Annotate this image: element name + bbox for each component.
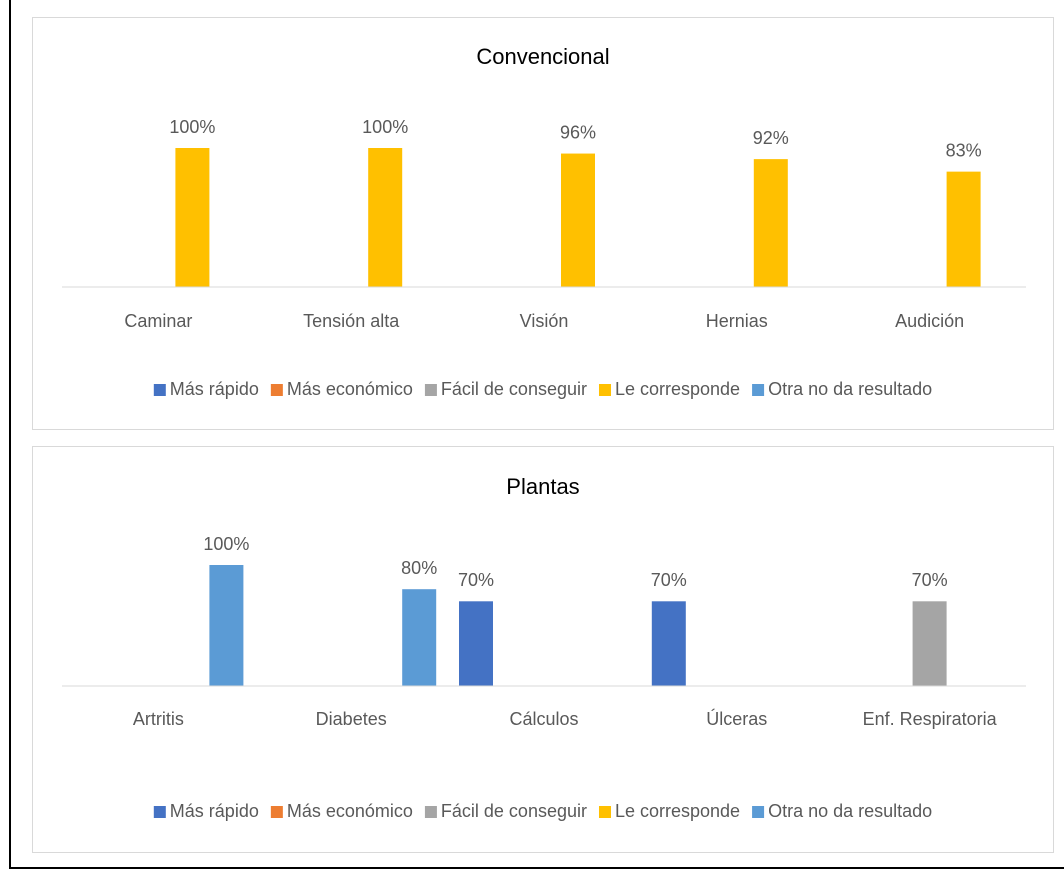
data-label: 83% bbox=[946, 140, 982, 160]
legend-swatch bbox=[153, 384, 166, 396]
bar bbox=[368, 148, 403, 287]
data-label: 70% bbox=[651, 570, 687, 590]
legend-label: Otra no da resultado bbox=[768, 801, 932, 821]
legend-label: Fácil de conseguir bbox=[441, 379, 587, 399]
legend-label: Más económico bbox=[287, 379, 413, 399]
data-label: 70% bbox=[458, 570, 494, 590]
legend-swatch bbox=[153, 806, 166, 818]
x-tick-label: Visión bbox=[520, 311, 569, 331]
chart-frame bbox=[32, 446, 1054, 853]
legend-swatch bbox=[424, 806, 437, 818]
bar bbox=[651, 601, 686, 686]
x-tick-label: Cálculos bbox=[509, 709, 578, 729]
x-tick-label: Caminar bbox=[124, 311, 192, 331]
legend-swatch bbox=[598, 806, 611, 818]
x-tick-label: Tensión alta bbox=[303, 311, 400, 331]
bar bbox=[209, 565, 244, 686]
legend-label: Le corresponde bbox=[615, 379, 740, 399]
legend-label: Fácil de conseguir bbox=[441, 801, 587, 821]
bar bbox=[175, 148, 210, 287]
legend-label: Otra no da resultado bbox=[768, 379, 932, 399]
outer-frame bbox=[9, 0, 1064, 869]
data-label: 100% bbox=[362, 117, 408, 137]
legend-label: Más rápido bbox=[170, 801, 259, 821]
data-label: 70% bbox=[912, 570, 948, 590]
data-label: 100% bbox=[203, 534, 249, 554]
data-label: 80% bbox=[401, 558, 437, 578]
bar bbox=[402, 589, 437, 686]
chart-title: Plantas bbox=[506, 474, 579, 499]
legend-swatch bbox=[270, 384, 283, 396]
bar bbox=[561, 153, 595, 287]
legend-label: Le corresponde bbox=[615, 801, 740, 821]
x-tick-label: Enf. Respiratoria bbox=[863, 709, 998, 729]
legend-label: Más económico bbox=[287, 801, 413, 821]
x-tick-label: Hernias bbox=[706, 311, 768, 331]
chart-title: Convencional bbox=[476, 44, 609, 69]
legend-swatch bbox=[752, 806, 765, 818]
x-tick-label: Diabetes bbox=[316, 709, 387, 729]
legend-swatch bbox=[424, 384, 437, 396]
bar bbox=[753, 159, 788, 287]
bar bbox=[912, 601, 947, 686]
x-tick-label: Úlceras bbox=[706, 708, 767, 729]
legend-swatch bbox=[752, 384, 765, 396]
data-label: 100% bbox=[169, 117, 215, 137]
bar bbox=[946, 171, 981, 287]
bar bbox=[459, 601, 493, 686]
x-tick-label: Audición bbox=[895, 311, 964, 331]
data-label: 96% bbox=[560, 122, 596, 142]
x-tick-label: Artritis bbox=[133, 709, 184, 729]
legend-swatch bbox=[270, 806, 283, 818]
data-label: 92% bbox=[753, 128, 789, 148]
legend-label: Más rápido bbox=[170, 379, 259, 399]
legend-swatch bbox=[598, 384, 611, 396]
